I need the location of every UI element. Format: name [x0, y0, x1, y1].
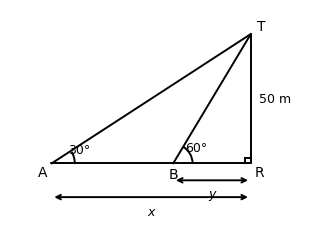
Text: B: B — [168, 168, 178, 182]
Text: R: R — [255, 165, 264, 179]
Text: 30°: 30° — [68, 144, 90, 157]
Text: 60°: 60° — [185, 141, 207, 154]
Text: T: T — [257, 20, 266, 34]
Text: x: x — [148, 205, 155, 218]
Text: y: y — [208, 187, 216, 200]
Text: A: A — [38, 165, 47, 179]
Text: 50 m: 50 m — [259, 93, 291, 106]
